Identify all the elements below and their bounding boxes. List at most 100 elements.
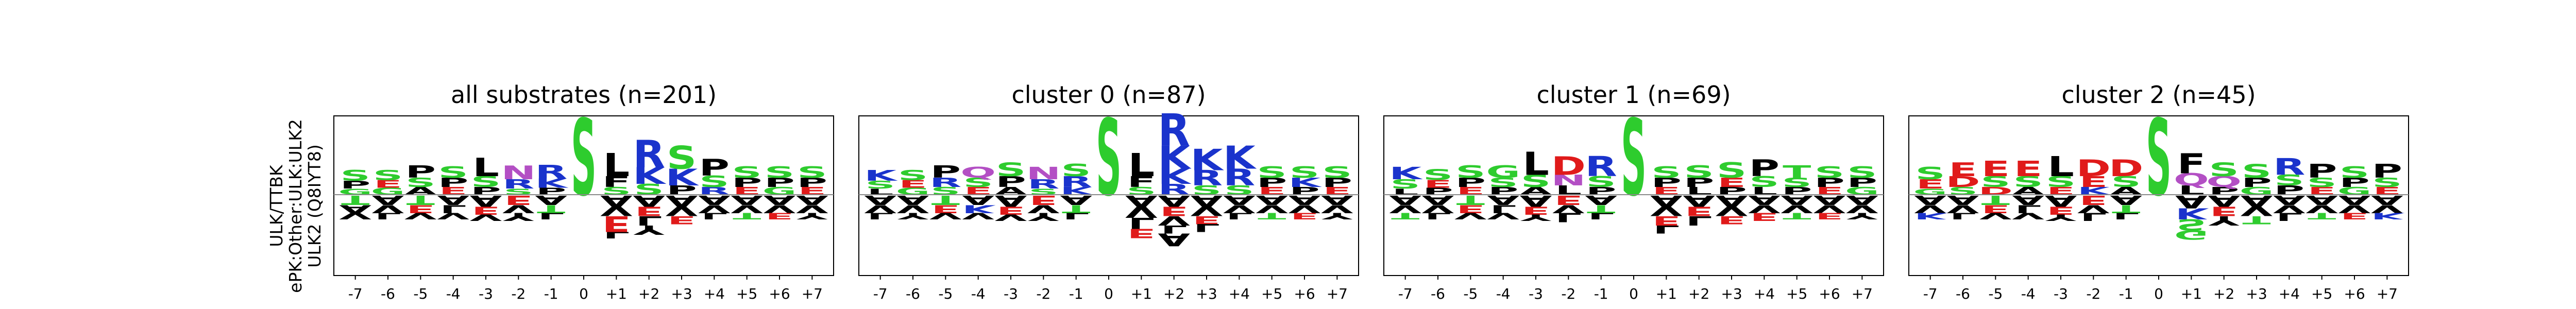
x-tick-label: +3	[2246, 285, 2267, 302]
logo-glyph-up--5-S: S	[1455, 162, 1485, 182]
logo-glyph-up-+1-F: F	[602, 174, 631, 191]
logo-glyph-up-+6-P: P	[1814, 176, 1844, 190]
logo-glyph-down-+3-V: V	[666, 203, 698, 218]
logo-glyph-up-+6-P: P	[2339, 176, 2369, 190]
logo-glyph-down--5-E: E	[1456, 202, 1485, 215]
logo-glyph-down-+2-Y: Y	[633, 222, 665, 237]
logo-glyph-down--4-L: L	[1490, 202, 1517, 215]
logo-glyph-up--4-Q: Q	[960, 164, 996, 181]
logo-glyph-down-+6-E: E	[1290, 211, 1318, 221]
logo-glyph-down-+7-Y: Y	[1321, 211, 1353, 221]
logo-glyph-up-+4-S: S	[1749, 174, 1779, 191]
logo-glyph-down-+4-L: L	[2276, 211, 2303, 223]
x-tick-label: +4	[1754, 285, 1775, 302]
logo-glyph-down-+2-A: A	[1158, 229, 1190, 249]
logo-glyph-down-+2-L: L	[1686, 213, 1713, 228]
logo-glyph-down-+1-V: V	[1650, 203, 1683, 218]
logo-glyph-up--3-S: S	[2046, 174, 2076, 191]
logo-glyph-up-+6-G: G	[762, 185, 796, 197]
logo-glyph-down--6-L: L	[375, 211, 401, 221]
logo-glyph-up--4-A: A	[2012, 185, 2044, 197]
logo-glyph-up-+4-R: R	[698, 185, 730, 197]
logo-glyph-down--5-E: E	[931, 202, 960, 215]
logo-glyph-down-+5-V: V	[1781, 202, 1813, 215]
logo-glyph-up--4-E: E	[439, 185, 467, 197]
x-tick-label: -1	[1069, 285, 1083, 302]
logo-glyph-up--4-S: S	[1488, 176, 1518, 190]
logo-glyph-up-+5-P: P	[732, 176, 762, 190]
x-tick-label: +2	[2213, 285, 2234, 302]
logo-glyph-up--3-S: S	[1521, 171, 1551, 191]
logo-glyph-up--5-P: P	[930, 162, 961, 182]
logo-glyph-down--3-V: V	[470, 213, 502, 223]
logo-glyph-down--3-E: E	[2046, 204, 2075, 216]
logo-glyph-down-+3-V: V	[2241, 203, 2273, 218]
logo-glyph-up-+2-K: K	[633, 163, 667, 190]
logo-glyph-up-+5-E: E	[2308, 185, 2336, 197]
logo-glyph-up-+7-S: S	[1847, 163, 1877, 182]
logo-glyph-down--2-V: V	[1552, 202, 1585, 215]
logo-glyph-up-+1-L: L	[1128, 147, 1155, 184]
logo-glyph-down-+1-L: L	[603, 230, 630, 240]
logo-glyph-down--7-L: L	[867, 211, 894, 221]
logo-glyph-down-+6-E: E	[2340, 211, 2368, 221]
logo-glyph-up-+3-P: P	[1716, 185, 1747, 197]
logo-glyph-up-+3-S: S	[1192, 183, 1222, 198]
logo-glyph-up--4-E: E	[2014, 157, 2042, 181]
logo-glyph-down-+6-V: V	[1289, 202, 1321, 215]
logo-glyph-up-+5-P: P	[1257, 176, 1287, 190]
logo-glyph-up-+3-K: K	[1191, 143, 1225, 177]
x-tick-label: -3	[1529, 285, 1543, 302]
row-label-line2: ePK:Other:ULK:ULK2	[285, 119, 306, 293]
logo-glyph-down-+7-V: V	[796, 202, 828, 215]
logo-glyph-up--1-A: A	[2110, 185, 2142, 197]
x-tick-label: -1	[544, 285, 558, 302]
logo-panel-2: cluster 1 (n=69)LSKAVT-7PESAVL-6EPSTEV-5…	[1383, 81, 1884, 302]
logo-glyph-up-+4-P: P	[699, 154, 730, 181]
x-tick-label: +5	[1786, 285, 1807, 302]
logo-glyph-up-+5-T: T	[1783, 162, 1811, 182]
logo-glyph-down-+5-V: V	[2306, 202, 2338, 215]
row-label-line1: ULK/TTBK	[266, 164, 286, 247]
x-tick-label: +2	[1163, 285, 1184, 302]
logo-glyph-up-+2-Q: Q	[2206, 174, 2242, 191]
x-tick-label: -7	[1923, 285, 1938, 302]
logo-glyph-down-+7-V: V	[2371, 202, 2403, 215]
x-tick-label: -5	[413, 285, 428, 302]
logo-glyph-up-+7-P: P	[1847, 176, 1877, 190]
logo-glyph-up-+7-S: S	[797, 163, 827, 182]
logo-glyph-up-+4-S: S	[1224, 183, 1254, 198]
logo-glyph-down-+4-E: E	[1750, 211, 1778, 223]
logo-glyph-down--1-T: T	[2112, 202, 2140, 215]
logo-glyph-down-+3-V: V	[1191, 203, 1223, 218]
x-tick-label: +1	[1656, 285, 1677, 302]
x-tick-label: +4	[704, 285, 725, 302]
logo-glyph-down-+5-V: V	[731, 202, 763, 215]
logo-glyph-up--1-S: S	[1586, 174, 1616, 191]
x-tick-label: -1	[2119, 285, 2133, 302]
row-label-line3: ULK2 (Q8IYT8)	[304, 144, 325, 267]
logo-glyph-down-+3-E: E	[667, 214, 696, 226]
logo-glyph-down-+1-V: V	[1125, 203, 1158, 220]
logo-glyph-up-+6-S: S	[1815, 163, 1844, 182]
logo-glyph-up-+5-P: P	[1782, 185, 1812, 197]
logo-glyph-down-+1-V: V	[600, 203, 633, 218]
x-tick-label: +3	[1721, 285, 1742, 302]
logo-glyph-up-+1-S: S	[1126, 185, 1156, 197]
logo-glyph-down--6-Y: Y	[897, 211, 928, 221]
logo-glyph-down--2-Y: Y	[503, 211, 535, 223]
logo-glyph-up--1-R: R	[1585, 151, 1617, 183]
logo-glyph-down-+2-E: E	[635, 203, 663, 218]
x-tick-label: +3	[1196, 285, 1217, 302]
x-tick-label: -2	[2086, 285, 2100, 302]
logo-glyph-down--4-L: L	[2015, 202, 2042, 215]
logo-glyph-down--1-T: T	[1062, 202, 1090, 215]
logo-glyph-down-+1-G: G	[2174, 227, 2208, 242]
x-tick-label: -6	[1956, 285, 1970, 302]
logo-glyph-down-+1-E: E	[1652, 213, 1681, 228]
logo-glyph-down--7-V: V	[864, 202, 896, 215]
x-tick-label: +6	[769, 285, 790, 302]
logo-glyph-down-+4-V: V	[1223, 202, 1256, 215]
logo-glyph-down-+4-L: L	[1226, 211, 1253, 221]
